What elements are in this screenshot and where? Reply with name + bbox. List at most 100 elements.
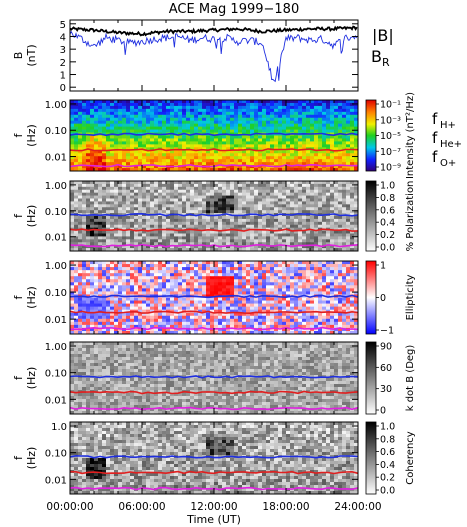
heatmap-cell <box>326 189 331 194</box>
heatmap-cell <box>122 288 127 292</box>
heatmap-cell <box>326 195 331 199</box>
heatmap-cell <box>246 303 251 308</box>
heatmap-cell <box>246 297 251 301</box>
heatmap-cell <box>78 270 83 274</box>
heatmap-cell <box>322 216 327 220</box>
heatmap-cell <box>306 168 311 172</box>
heatmap-cell <box>202 153 207 157</box>
heatmap-cell <box>190 264 195 268</box>
heatmap-cell <box>74 144 79 148</box>
heatmap-cell <box>70 162 75 166</box>
heatmap-cell <box>222 270 227 274</box>
heatmap-cell <box>302 248 307 252</box>
heatmap-cell <box>290 198 295 202</box>
heatmap-cell <box>174 239 179 243</box>
heatmap-cell <box>290 267 295 271</box>
heatmap-cell <box>146 245 151 249</box>
heatmap-cell <box>334 270 339 274</box>
heatmap-cell <box>118 282 123 286</box>
heatmap-cell <box>90 264 95 268</box>
heatmap-cell <box>278 123 283 128</box>
heatmap-cell <box>306 276 311 280</box>
heatmap-cell <box>174 181 179 185</box>
heatmap-cell <box>210 221 215 226</box>
heatmap-cell <box>326 129 331 133</box>
heatmap-cell <box>222 159 227 163</box>
heatmap-cell <box>134 248 139 252</box>
heatmap-cell <box>178 168 183 172</box>
heatmap-cell <box>310 282 315 286</box>
heatmap-cell <box>194 218 199 223</box>
heatmap-cell <box>334 186 339 191</box>
heatmap-cell <box>122 162 127 166</box>
heatmap-cell <box>302 105 307 110</box>
heatmap-cell <box>294 126 299 130</box>
heatmap-cell <box>130 273 135 277</box>
heatmap-cell <box>294 138 299 142</box>
heatmap-cell <box>334 201 339 205</box>
heatmap-cell <box>210 126 215 130</box>
heatmap-cell <box>298 230 303 234</box>
heatmap-cell <box>262 312 267 317</box>
heatmap-cell <box>162 120 167 125</box>
heatmap-cell <box>238 192 243 196</box>
heatmap-cell <box>106 181 111 185</box>
heatmap-cell <box>282 201 287 205</box>
heatmap-cell <box>250 123 255 128</box>
heatmap-cell <box>306 100 311 104</box>
heatmap-cell <box>322 123 327 128</box>
heatmap-cell <box>166 300 171 304</box>
heatmap-cell <box>86 201 91 205</box>
heatmap-cell <box>278 198 283 202</box>
heatmap-cell <box>254 230 259 234</box>
heatmap-cell <box>198 120 203 125</box>
heatmap-cell <box>70 195 75 199</box>
heatmap-cell <box>110 201 115 205</box>
heatmap-cell <box>266 239 271 243</box>
heatmap-cell <box>286 153 291 157</box>
heatmap-cell <box>234 276 239 280</box>
heatmap-cell <box>334 102 339 107</box>
heatmap-cell <box>322 288 327 292</box>
heatmap-cell <box>138 213 143 217</box>
heatmap-cell <box>206 141 211 145</box>
heatmap-cell <box>170 126 175 130</box>
heatmap-cell <box>354 108 359 113</box>
heatmap-cell <box>238 242 243 246</box>
heatmap-cell <box>90 183 95 188</box>
heatmap-cell <box>158 159 163 163</box>
heatmap-cell <box>134 102 139 107</box>
heatmap-cell <box>290 270 295 274</box>
heatmap-cell <box>314 273 319 277</box>
heatmap-cell <box>346 114 351 119</box>
heatmap-cell <box>130 216 135 220</box>
heatmap-cell <box>154 129 159 133</box>
heatmap-cell <box>98 100 103 104</box>
heatmap-cell <box>166 114 171 119</box>
heatmap-cell <box>154 239 159 243</box>
heatmap-cell <box>110 162 115 166</box>
heatmap-cell <box>198 242 203 246</box>
heatmap-cell <box>254 156 259 160</box>
heatmap-cell <box>246 120 251 125</box>
heatmap-cell <box>282 114 287 119</box>
heatmap-cell <box>282 162 287 166</box>
heatmap-cell <box>270 279 275 283</box>
heatmap-cell <box>338 279 343 283</box>
heatmap-cell <box>214 105 219 110</box>
heatmap-cell <box>282 291 287 295</box>
heatmap-cell <box>78 224 83 229</box>
heatmap-cell <box>162 276 167 280</box>
heatmap-cell <box>306 216 311 220</box>
heatmap-cell <box>226 273 231 277</box>
heatmap-cell <box>314 144 319 148</box>
heatmap-cell <box>302 195 307 199</box>
heatmap-cell <box>230 297 235 301</box>
heatmap-cell <box>306 236 311 240</box>
heatmap-cell <box>138 120 143 125</box>
heatmap-cell <box>234 181 239 185</box>
heatmap-cell <box>198 221 203 226</box>
heatmap-cell <box>74 230 79 234</box>
heatmap-cell <box>118 129 123 133</box>
heatmap-cell <box>150 230 155 234</box>
